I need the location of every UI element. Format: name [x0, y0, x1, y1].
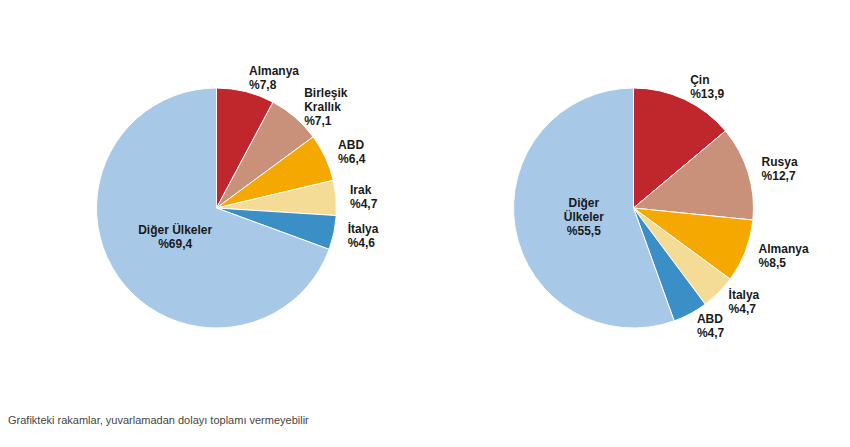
svg-text:DiğerÜlkeler%55,5: DiğerÜlkeler%55,5: [564, 196, 604, 238]
svg-text:Almanya%8,5: Almanya%8,5: [759, 242, 809, 270]
svg-text:Almanya%7,8: Almanya%7,8: [249, 64, 299, 92]
svg-text:BirleşikKrallık%7,1: BirleşikKrallık%7,1: [304, 86, 348, 128]
html-text:Grafikteki rakamlar, yuvarlama: Grafikteki rakamlar, yuvarlamadan dolayı…: [8, 414, 309, 426]
svg-text:İtalya%4,7: İtalya%4,7: [729, 287, 760, 316]
svg-text:Çin%13,9: Çin%13,9: [690, 73, 724, 101]
svg-text:ABD%4,7: ABD%4,7: [697, 312, 725, 340]
svg-text:İtalya%4,6: İtalya%4,6: [348, 221, 379, 250]
svg-text:Rusya%12,7: Rusya%12,7: [762, 155, 798, 183]
svg-text:ABD%6,4: ABD%6,4: [338, 138, 366, 166]
svg-text:Irak%4,7: Irak%4,7: [350, 183, 378, 211]
svg-text:Diğer Ülkeler%69,4: Diğer Ülkeler%69,4: [138, 222, 212, 251]
